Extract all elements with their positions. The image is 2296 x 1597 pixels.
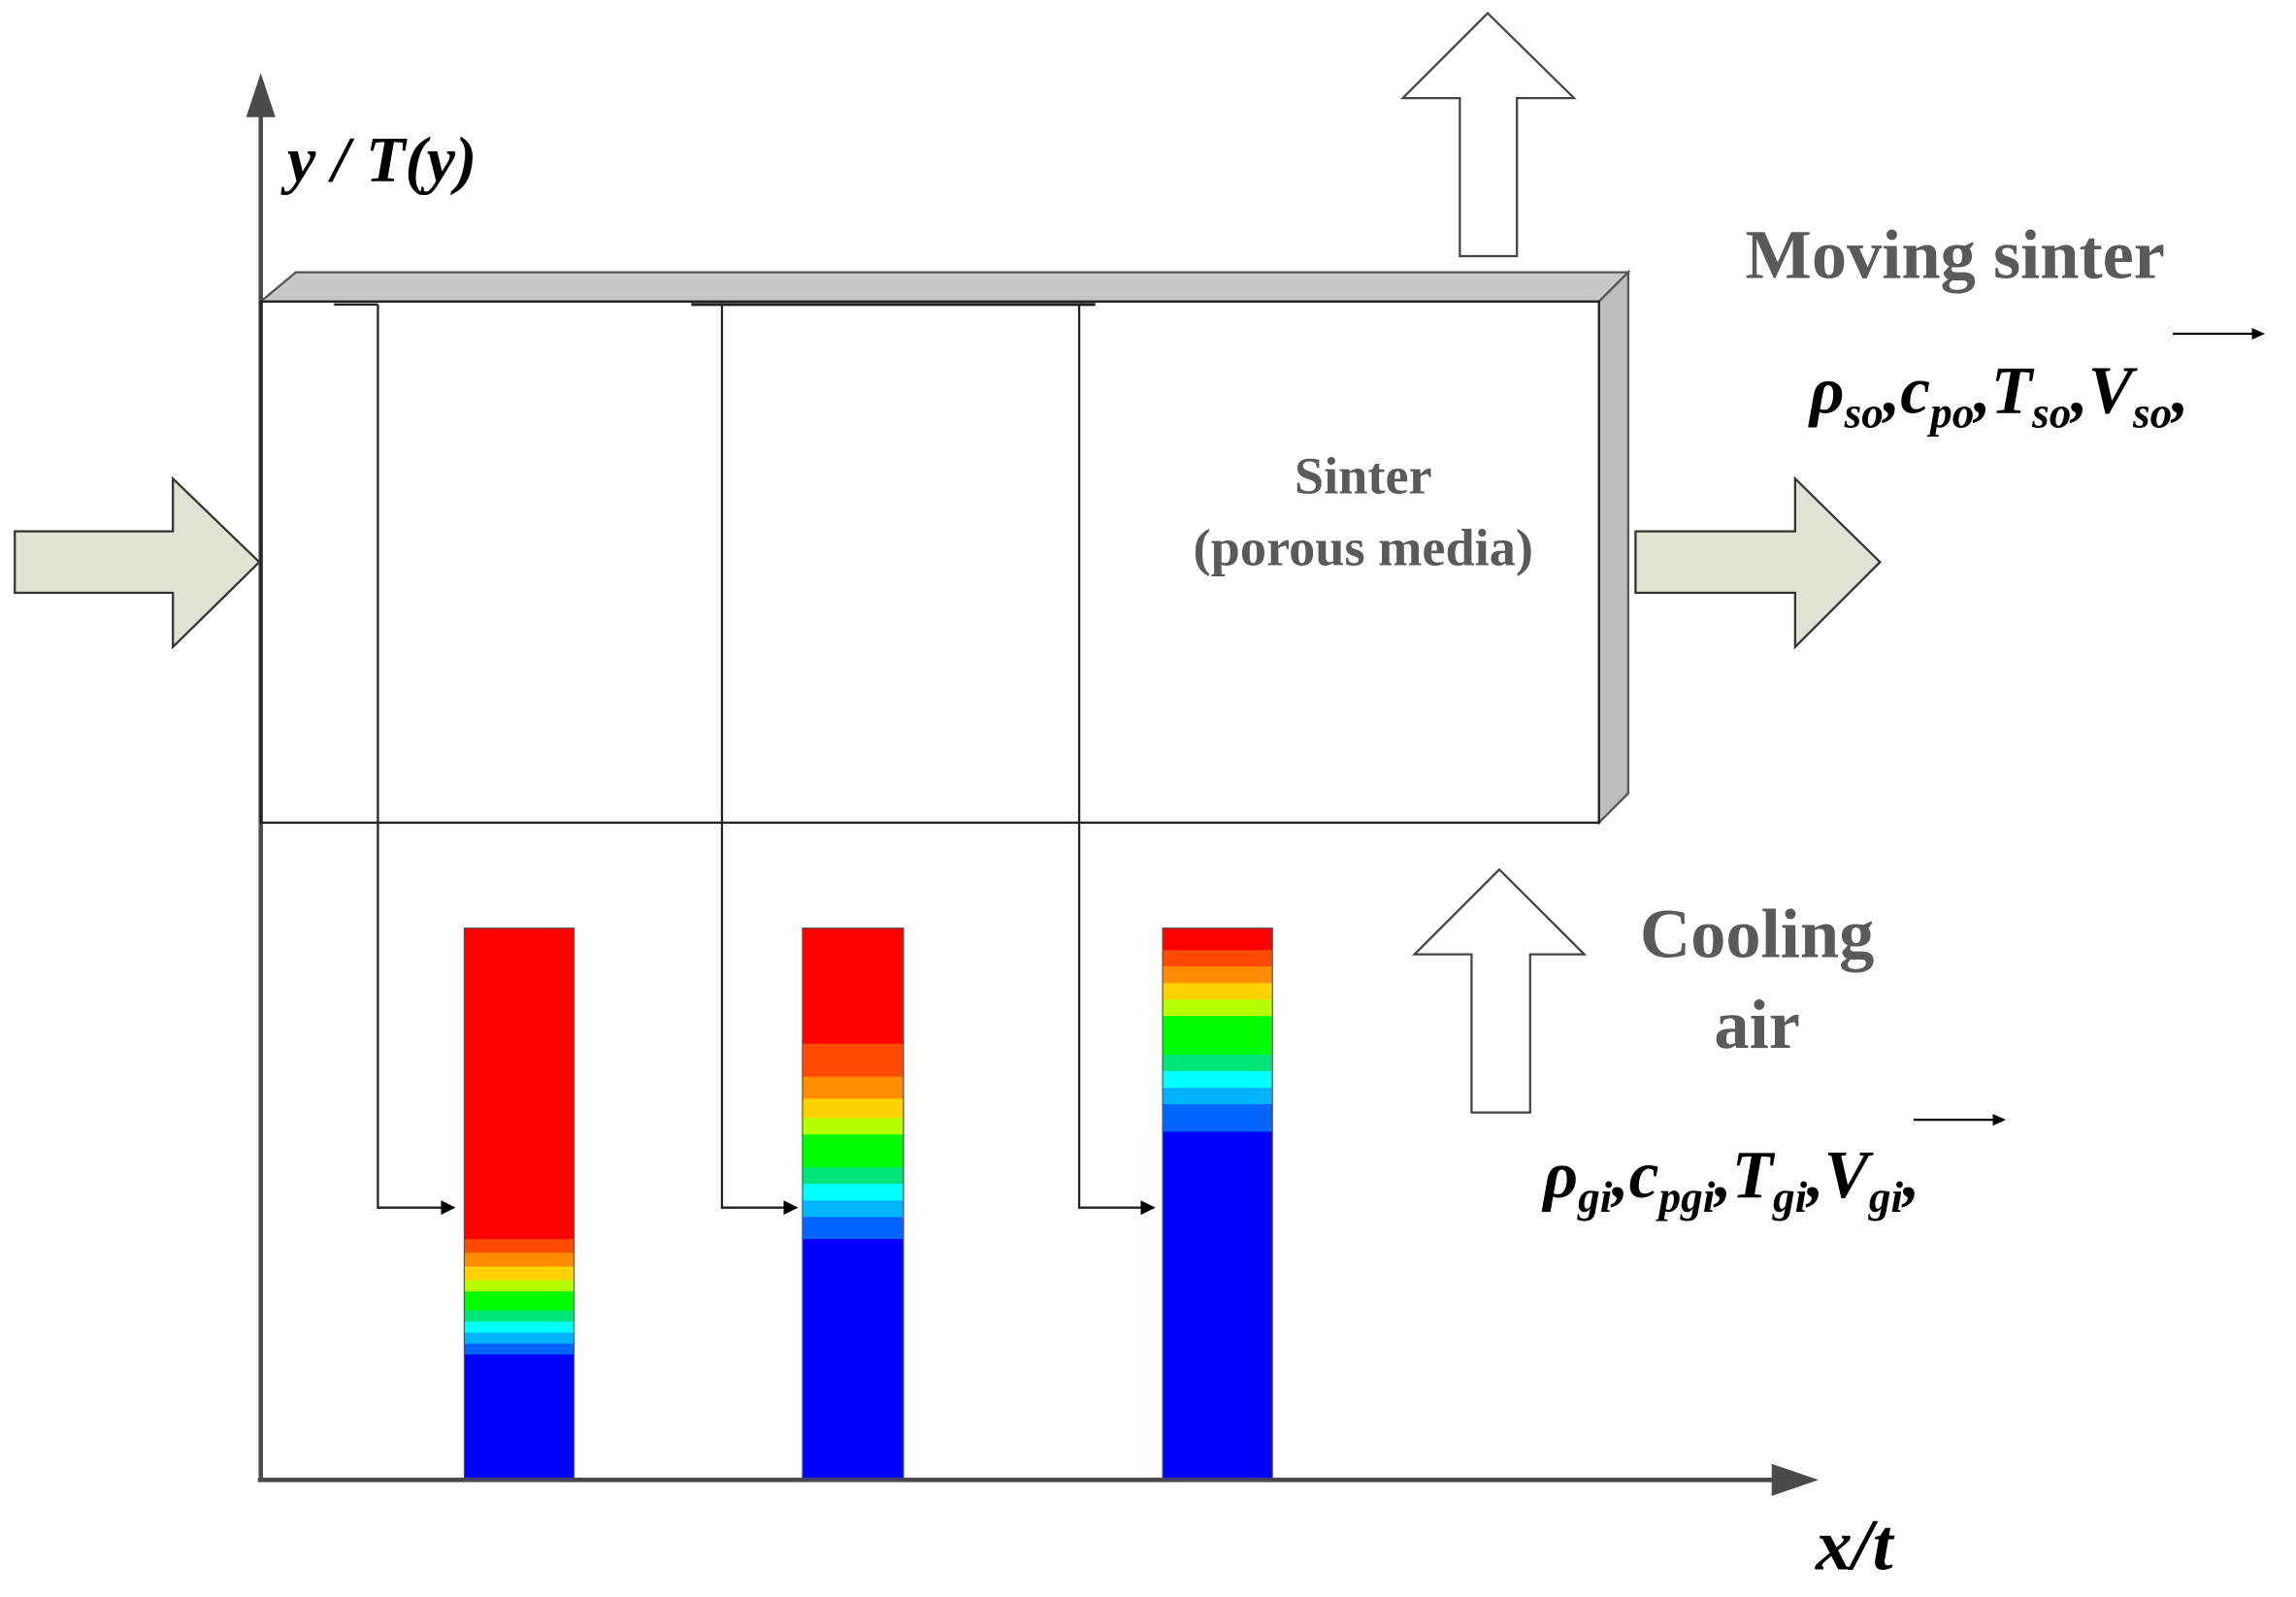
profile-3-band-10 — [1163, 1104, 1273, 1133]
cooling-air-title: Cooling — [1640, 895, 1874, 973]
vector-arrow-Vgi — [1914, 1114, 2007, 1126]
vector-arrow-Vso — [2173, 327, 2266, 341]
profile-2-band-6 — [802, 1134, 904, 1169]
profile-3-band-6 — [1163, 1016, 1273, 1056]
profile-3-band-3 — [1163, 966, 1273, 985]
y-axis-label: y / T(y) — [280, 125, 476, 196]
sinter-slab — [257, 269, 1631, 826]
profile-2-band-3 — [802, 1076, 904, 1100]
profile-2-band-11 — [802, 1239, 904, 1480]
profile-1-band-11 — [464, 1354, 574, 1480]
profile-1-band-9 — [464, 1332, 574, 1345]
profile-2-band-5 — [802, 1118, 904, 1136]
profile-1-band-6 — [464, 1290, 574, 1312]
profile-2-band-4 — [802, 1098, 904, 1120]
sinter-inlet-arrow — [14, 475, 261, 650]
profile-3-outline — [1162, 927, 1273, 1480]
profile-2-band-10 — [802, 1217, 904, 1240]
x-axis — [257, 1463, 1819, 1496]
profile-3-band-4 — [1163, 983, 1273, 1001]
cooling-air-up-arrow — [1411, 867, 1588, 1114]
profile-3-band-11 — [1163, 1131, 1273, 1480]
profile-3-band-5 — [1163, 999, 1273, 1018]
profile-3-band-1 — [1163, 928, 1273, 952]
profile-2 — [802, 927, 904, 1480]
cooling-air-properties: ρgi,cpgi,Tgi,Vgi, — [1541, 1138, 1919, 1222]
profile-1-outline — [463, 927, 575, 1480]
profile-2-band-1 — [802, 928, 904, 1045]
profile-3-band-9 — [1163, 1088, 1273, 1105]
profile-3 — [1162, 927, 1273, 1480]
profile-1-band-7 — [464, 1310, 574, 1323]
profile-2-band-7 — [802, 1167, 904, 1186]
connector-2 — [720, 304, 799, 1216]
profile-1-band-1 — [464, 928, 574, 1240]
profile-3-band-8 — [1163, 1071, 1273, 1089]
profile-1-band-2 — [464, 1239, 574, 1255]
sinter-sublabel: (porous media) — [1194, 518, 1533, 576]
sinter-outlet-arrow — [1634, 475, 1882, 650]
profile-1-band-10 — [464, 1343, 574, 1356]
profile-1 — [463, 927, 575, 1480]
profile-1-band-8 — [464, 1321, 574, 1334]
exhaust-up-arrow — [1399, 11, 1577, 258]
profile-2-outline — [802, 927, 904, 1480]
connector-1 — [377, 304, 456, 1216]
sinter-label: Sinter — [1295, 446, 1432, 505]
profile-2-band-9 — [802, 1200, 904, 1219]
cooling-air-title-line2: air — [1714, 985, 1799, 1063]
profile-3-band-2 — [1163, 950, 1273, 968]
profile-connectors — [334, 303, 1156, 1216]
moving-sinter-properties: ρso,cpo,Tso,Vso, — [1808, 353, 2189, 437]
temperature-profiles — [463, 927, 1273, 1480]
profile-3-band-7 — [1163, 1054, 1273, 1072]
slab-side-face — [1597, 269, 1629, 826]
slab-top-face — [257, 271, 1631, 303]
profile-1-band-3 — [464, 1253, 574, 1268]
moving-sinter-title: Moving sinter — [1746, 215, 2165, 294]
profile-2-band-8 — [802, 1184, 904, 1202]
profile-2-band-2 — [802, 1043, 904, 1078]
x-axis-label: x/t — [1815, 1505, 1895, 1585]
profile-1-band-5 — [464, 1280, 574, 1292]
connector-3 — [1077, 304, 1156, 1216]
profile-1-band-4 — [464, 1266, 574, 1282]
